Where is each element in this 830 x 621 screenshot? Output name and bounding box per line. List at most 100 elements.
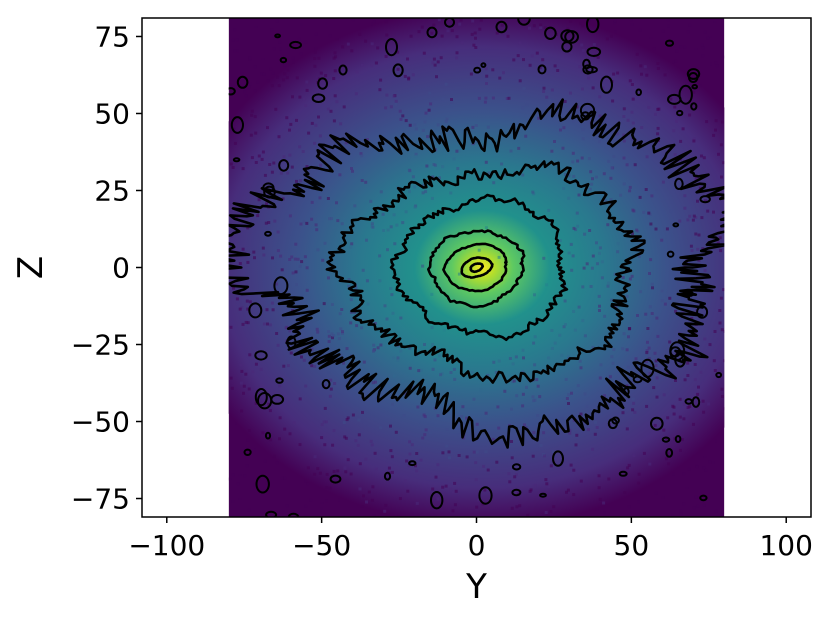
contour-fragment (687, 72, 699, 83)
contour-fragment (699, 195, 711, 204)
contour-fragment (495, 20, 508, 34)
contour-fragment (511, 488, 522, 497)
contour-fragment (686, 68, 701, 80)
contour-fragment (537, 64, 547, 75)
contour-fragment (640, 358, 655, 378)
contour-fragment (385, 38, 398, 57)
contour-fragment (544, 26, 557, 40)
contour-fragment (286, 335, 297, 350)
contour-level-6 (325, 160, 646, 384)
contour-fragment (666, 250, 675, 258)
contour-fragment (632, 375, 643, 384)
contour-fragment (273, 276, 289, 296)
contour-fragment (236, 75, 249, 89)
x-axis-ticks: −100 −50 0 50 100 (128, 517, 813, 562)
contour-fragment (275, 377, 284, 384)
y-tick-label: −25 (71, 329, 130, 362)
y-tick-label: 0 (112, 252, 130, 285)
contour-level-3 (442, 242, 508, 293)
contour-fragment (392, 63, 404, 78)
y-tick-label: −50 (71, 406, 130, 439)
contour-fragment (635, 88, 643, 97)
contour-fragment (582, 58, 591, 70)
contour-fragment (674, 435, 682, 443)
contour-fragment (611, 416, 620, 425)
contour-level-2 (460, 256, 494, 279)
contour-lines (228, 18, 725, 517)
x-axis-label: Y (465, 567, 487, 607)
contour-fragment (664, 39, 675, 47)
contour-fragment (582, 64, 594, 75)
contour-fragment (650, 416, 664, 431)
contour-fragment (317, 77, 329, 90)
contour-fragment (561, 41, 573, 53)
contour-level-1 (469, 262, 485, 274)
contour-fragment (264, 431, 272, 440)
contour-fragment (265, 510, 278, 517)
contour-fragment (672, 222, 680, 228)
contour-fragment (263, 185, 276, 199)
contour-fragment (715, 371, 723, 379)
contour-fragment (699, 494, 708, 502)
contour-fragment (690, 102, 698, 111)
contour-fragment (473, 66, 482, 74)
contour-fragment (539, 492, 547, 498)
contour-fragment (279, 56, 288, 64)
contour-fragment (426, 26, 438, 39)
contour-fragment (552, 450, 564, 467)
contour-fragment (254, 388, 268, 407)
contour-fragment (684, 398, 693, 405)
contour-fragment (478, 486, 493, 505)
contour-fragment (696, 305, 709, 319)
contour-level-7 (228, 98, 725, 449)
contour-level-5 (389, 193, 569, 342)
contour-level-4 (427, 229, 526, 309)
contour-fragment (691, 84, 699, 90)
contour-fragment (579, 102, 596, 118)
contour-fragment (667, 93, 682, 105)
contour-fragment (278, 159, 290, 172)
contour-fragment (248, 302, 263, 319)
x-tick-label: −50 (292, 529, 351, 562)
contour-fragment (270, 394, 285, 405)
contour-fragment (232, 157, 241, 163)
contour-fragment (289, 40, 303, 50)
y-tick-label: 50 (94, 97, 130, 130)
contour-fragment (329, 474, 342, 484)
y-axis-label: Z (11, 256, 51, 279)
contour-fragment (586, 18, 600, 34)
contour-fragment (255, 474, 270, 494)
contour-fragment (661, 436, 671, 443)
x-tick-label: 100 (759, 529, 812, 562)
contour-fragment (580, 111, 591, 121)
y-tick-label: 25 (94, 174, 130, 207)
x-tick-label: 0 (468, 529, 486, 562)
contour-fragment (254, 350, 268, 361)
contour-fragment (600, 75, 613, 94)
contour-fragment (607, 418, 619, 430)
contour-fragment (408, 460, 417, 467)
contour-fragment (511, 463, 522, 471)
contour-fragment (243, 448, 252, 456)
contour-fragment (383, 471, 392, 481)
contour-fragment (586, 46, 602, 58)
x-tick-label: −100 (128, 529, 205, 562)
contour-fragment (430, 491, 444, 510)
contour-fragment (338, 64, 348, 76)
contour-fragment (665, 448, 674, 458)
x-tick-label: 50 (614, 529, 650, 562)
y-tick-label: −75 (71, 483, 130, 516)
contour-fragment (311, 93, 326, 103)
contour-fragment (622, 387, 630, 397)
contour-fragment (264, 230, 272, 237)
contour-fragment (480, 62, 487, 68)
contour-fragment (230, 116, 244, 134)
y-tick-label: 75 (94, 20, 130, 53)
contour-fragment (678, 84, 693, 105)
contour-fragment (228, 87, 236, 96)
contour-fragment (321, 379, 331, 390)
contour-fragment (674, 177, 684, 190)
y-axis-ticks: −75 −50 −25 0 25 50 75 (71, 20, 142, 516)
contour-fragment (676, 109, 684, 117)
